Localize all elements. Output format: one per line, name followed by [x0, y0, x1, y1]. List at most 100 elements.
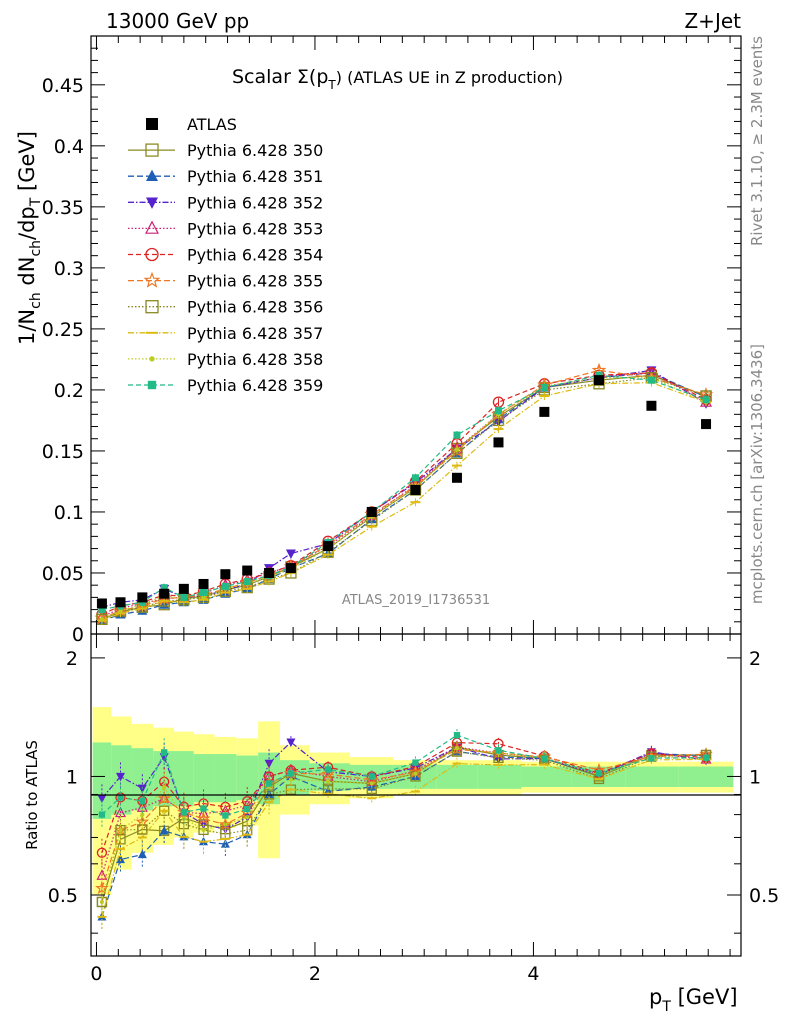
data-point: [702, 396, 710, 404]
data-point: [264, 580, 275, 583]
ratio-point: [179, 835, 189, 838]
series-5: [96, 367, 712, 621]
legend-marker: [146, 331, 158, 334]
ratio-point: [97, 915, 107, 918]
band-inner: [193, 754, 215, 803]
atlas-point: [593, 375, 604, 386]
series-3: [96, 366, 712, 613]
ratio-point: [410, 790, 420, 793]
data-point: [242, 587, 253, 590]
ratio-point: [367, 797, 377, 800]
atlas-point: [366, 506, 377, 517]
analysis-watermark: ATLAS_2019_I1736531: [342, 593, 490, 608]
data-point: [647, 376, 655, 384]
ratio-point: [201, 827, 206, 832]
data-point: [366, 525, 377, 528]
ratio-point: [220, 837, 230, 840]
ratio-point: [539, 763, 549, 766]
band-inner: [92, 742, 112, 819]
ratio-point: [454, 746, 459, 751]
data-point: [118, 608, 123, 614]
atlas-point: [493, 437, 504, 448]
atlas-point: [701, 419, 712, 430]
series-9: [99, 373, 709, 624]
legend-item: Pythia 6.428 352: [128, 193, 323, 212]
ratio-point: [137, 849, 147, 859]
legend-item: Pythia 6.428 353: [128, 219, 323, 238]
legend-marker: [145, 300, 159, 314]
x-tick-label: 2: [309, 963, 321, 985]
series-atlas: [96, 375, 712, 609]
ratio-point: [139, 797, 146, 805]
legend-label: Pythia 6.428 353: [187, 219, 323, 238]
data-point: [451, 464, 462, 467]
title-prefix: Scalar Σ(p: [232, 66, 328, 88]
data-point: [494, 407, 502, 415]
legend-label: Pythia 6.428 351: [187, 167, 323, 186]
series-10: [98, 371, 710, 614]
y-tick-label: 0.2: [54, 380, 84, 402]
legend-label: Pythia 6.428 354: [187, 246, 323, 265]
band-inner: [214, 754, 237, 803]
ratio-point: [181, 816, 186, 821]
ratio-point: [180, 809, 188, 816]
ratio-point: [594, 777, 604, 780]
ratio-point: [412, 759, 419, 766]
y-tick-label: 0: [72, 624, 84, 646]
y-tick-label: 0.35: [42, 197, 84, 219]
band-inner: [521, 766, 572, 788]
atlas-point: [242, 565, 253, 576]
atlas-point: [646, 400, 657, 411]
legend: ATLAS Pythia 6.428 350 Pythia 6.428 351 Pyt…: [128, 115, 323, 395]
series-line: [101, 374, 707, 620]
ratio-point: [222, 812, 229, 819]
legend-label: Pythia 6.428 355: [187, 272, 323, 291]
data-point: [160, 584, 168, 592]
legend-item: Pythia 6.428 354: [128, 246, 323, 265]
legend-item: Pythia 6.428 351: [128, 167, 323, 186]
ratio-point: [264, 801, 274, 804]
ratio-point: [286, 788, 296, 791]
series-line: [101, 374, 707, 611]
legend-label: Pythia 6.428 356: [187, 298, 323, 317]
legend-marker: [145, 220, 159, 234]
ratio-point: [115, 772, 125, 782]
data-point: [201, 595, 206, 600]
ratio-point: [326, 779, 331, 784]
ratio-point: [96, 847, 108, 858]
data-point: [453, 431, 461, 439]
ratio-point: [115, 848, 125, 851]
legend-item: Pythia 6.428 358: [128, 350, 323, 369]
legend-label: Pythia 6.428 357: [187, 324, 323, 343]
y-tick-label: 0.3: [54, 258, 84, 280]
ratio-point: [324, 766, 332, 773]
legend-marker: [147, 380, 157, 390]
ratio-point: [161, 749, 168, 756]
ratio-point: [220, 839, 230, 848]
ratio-point: [323, 792, 333, 795]
y-tick-label: 0.05: [42, 563, 84, 585]
data-point: [200, 589, 208, 597]
data-point: [411, 474, 419, 482]
data-point: [159, 600, 170, 603]
ratio-series-8: [97, 753, 711, 931]
band-inner: [678, 766, 734, 788]
ratio-point: [137, 784, 147, 794]
ratio-y-tick-label: 1: [66, 766, 78, 788]
ratio-point: [137, 836, 147, 839]
series-1: [96, 369, 712, 626]
legend-label: ATLAS: [187, 115, 237, 134]
y-tick-label: 0.25: [42, 319, 84, 341]
legend-item: Pythia 6.428 356: [128, 298, 323, 317]
y-tick-label: 0.4: [54, 136, 84, 158]
ratio-point: [200, 805, 207, 812]
ratio-point: [453, 731, 461, 739]
ratio-panel-series: [95, 729, 713, 931]
ratio-point: [288, 777, 293, 782]
legend-marker: [146, 197, 158, 209]
data-point: [539, 395, 550, 398]
axis-ticks: 0 2 400.050.10.150.20.250.30.350.40.450.5 0…: [42, 36, 779, 985]
legend-marker: [145, 143, 159, 157]
ratio-point: [95, 881, 109, 895]
